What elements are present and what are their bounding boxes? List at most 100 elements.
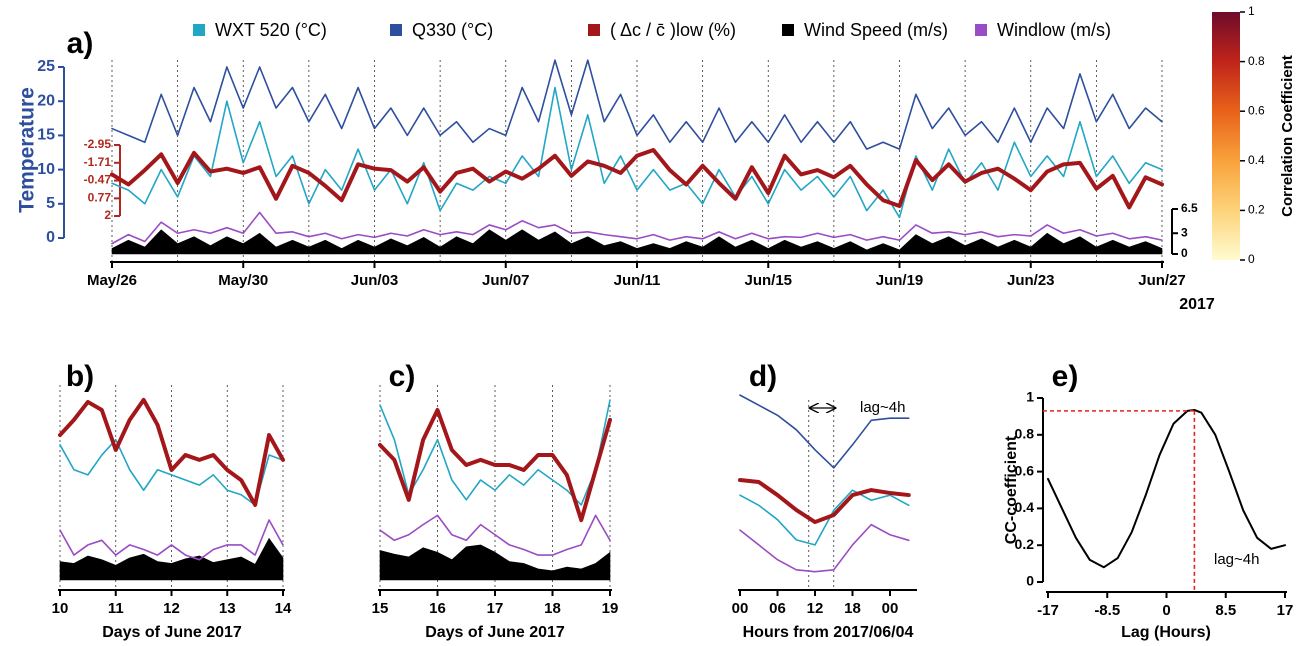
x-tick-label: 16: [429, 600, 446, 617]
legend-label: ( Δc / c̄ )low (%): [610, 20, 736, 40]
y2-tick-label: -0.47: [84, 173, 112, 187]
x-axis-label: Days of June 2017: [425, 624, 565, 641]
x-tick-label: 14: [275, 600, 292, 617]
series-line: [739, 489, 910, 546]
series-line: [59, 519, 284, 561]
y-tick-label: 0: [1026, 573, 1034, 589]
annotation: lag~4h: [860, 399, 905, 416]
x-tick-label: 0: [1162, 602, 1170, 619]
x-axis-label: Lag (Hours): [1121, 624, 1211, 641]
x-tick-label: Jun/19: [876, 272, 924, 289]
y3-tick-label: 0: [1181, 246, 1188, 260]
x-tick-label: Jun/11: [614, 272, 661, 289]
y3-tick-label: 6.5: [1181, 201, 1198, 215]
colorbar-tick-label: 0.8: [1248, 54, 1265, 68]
x-tick-label: Jun/27: [1138, 272, 1186, 289]
y-axis-label: CC-coefficient: [1003, 435, 1020, 544]
wind-area: [379, 544, 611, 581]
y-tick-label: 10: [37, 161, 55, 178]
x-tick-label: -8.5: [1094, 602, 1120, 619]
x-tick-label: May/30: [218, 272, 268, 289]
series-line: [379, 514, 611, 556]
panel-label: e): [1052, 360, 1079, 393]
legend-swatch: [975, 24, 987, 36]
colorbar-tick-label: 0.4: [1248, 153, 1265, 167]
legend-label: Q330 (°C): [412, 20, 493, 40]
colorbar-tick-label: 0: [1248, 252, 1255, 266]
x-tick-label: 12: [163, 600, 180, 617]
y2-tick-label: 0.77: [88, 191, 112, 205]
x-tick-label: 17: [487, 600, 504, 617]
x-tick-label: May/26: [87, 272, 137, 289]
x-tick-label: 19: [602, 600, 619, 617]
y2-tick-label: -1.71: [84, 155, 112, 169]
series-line: [111, 59, 1163, 150]
y-tick-label: 0.8: [1015, 426, 1035, 442]
x-tick-label: Jun/03: [351, 272, 399, 289]
x-tick-label: 11: [108, 600, 124, 617]
series-line: [739, 523, 910, 573]
legend-swatch: [782, 24, 794, 36]
y2-tick-label: -2.95: [84, 137, 112, 151]
series-line: [110, 148, 1164, 210]
colorbar-tick-label: 1: [1248, 4, 1255, 18]
y2-tick-label: 2: [104, 208, 111, 222]
legend-label: Wind Speed (m/s): [804, 20, 948, 40]
series-line: [111, 211, 1163, 245]
y-tick-label: 25: [37, 58, 55, 75]
panel-label: b): [66, 360, 94, 393]
colorbar-tick-label: 0.6: [1248, 103, 1265, 117]
x-tick-label: 00: [732, 600, 749, 617]
colorbar: [1212, 12, 1240, 260]
x-tick-label: 06: [769, 600, 786, 617]
legend-swatch: [193, 24, 205, 36]
y-tick-label: 1: [1026, 389, 1034, 405]
y3-tick-label: 3: [1181, 225, 1188, 239]
y-tick-label: 0.2: [1015, 536, 1035, 552]
y-tick-label: 0: [46, 229, 55, 246]
x-tick-label: 12: [807, 600, 824, 617]
x-axis-label: 2017: [1179, 296, 1215, 313]
x-tick-label: 18: [544, 600, 561, 617]
legend-label: WXT 520 (°C): [215, 20, 327, 40]
legend-label: Windlow (m/s): [997, 20, 1111, 40]
series-line: [111, 86, 1163, 219]
series-line: [58, 397, 285, 507]
legend-swatch: [588, 24, 600, 36]
x-axis-label: Hours from 2017/06/04: [743, 624, 914, 641]
wind-area: [59, 537, 284, 581]
x-tick-label: 8.5: [1215, 602, 1236, 619]
colorbar-tick-label: 0.2: [1248, 203, 1265, 217]
x-tick-label: 13: [219, 600, 236, 617]
series-line: [739, 394, 910, 469]
wind-area: [111, 229, 1163, 255]
legend-swatch: [390, 24, 402, 36]
x-tick-label: 00: [882, 600, 899, 617]
x-tick-label: 17: [1277, 602, 1294, 619]
y-tick-label: 0.4: [1015, 499, 1035, 515]
panel-label: d): [749, 360, 777, 393]
panel-label: c): [389, 360, 416, 393]
y-axis-label: Temperature: [16, 87, 39, 213]
y-tick-label: 0.6: [1015, 462, 1035, 478]
panel-label: a): [67, 27, 94, 60]
annotation: lag~4h: [1214, 551, 1259, 568]
series-line: [738, 478, 911, 525]
series-line: [59, 438, 284, 506]
x-tick-label: 10: [52, 600, 69, 617]
x-tick-label: 15: [372, 600, 389, 617]
colorbar-label: Correlation Coefficient: [1279, 55, 1296, 217]
x-tick-label: Jun/23: [1007, 272, 1055, 289]
y-tick-label: 5: [46, 195, 55, 212]
y-tick-label: 20: [37, 92, 55, 109]
x-tick-label: Jun/07: [482, 272, 530, 289]
x-tick-label: Jun/15: [744, 272, 792, 289]
x-axis-label: Days of June 2017: [102, 624, 242, 641]
series-line: [378, 408, 612, 523]
series-line: [1047, 408, 1286, 569]
x-tick-label: -17: [1037, 602, 1059, 619]
x-tick-label: 18: [844, 600, 861, 617]
y-tick-label: 15: [37, 127, 55, 144]
